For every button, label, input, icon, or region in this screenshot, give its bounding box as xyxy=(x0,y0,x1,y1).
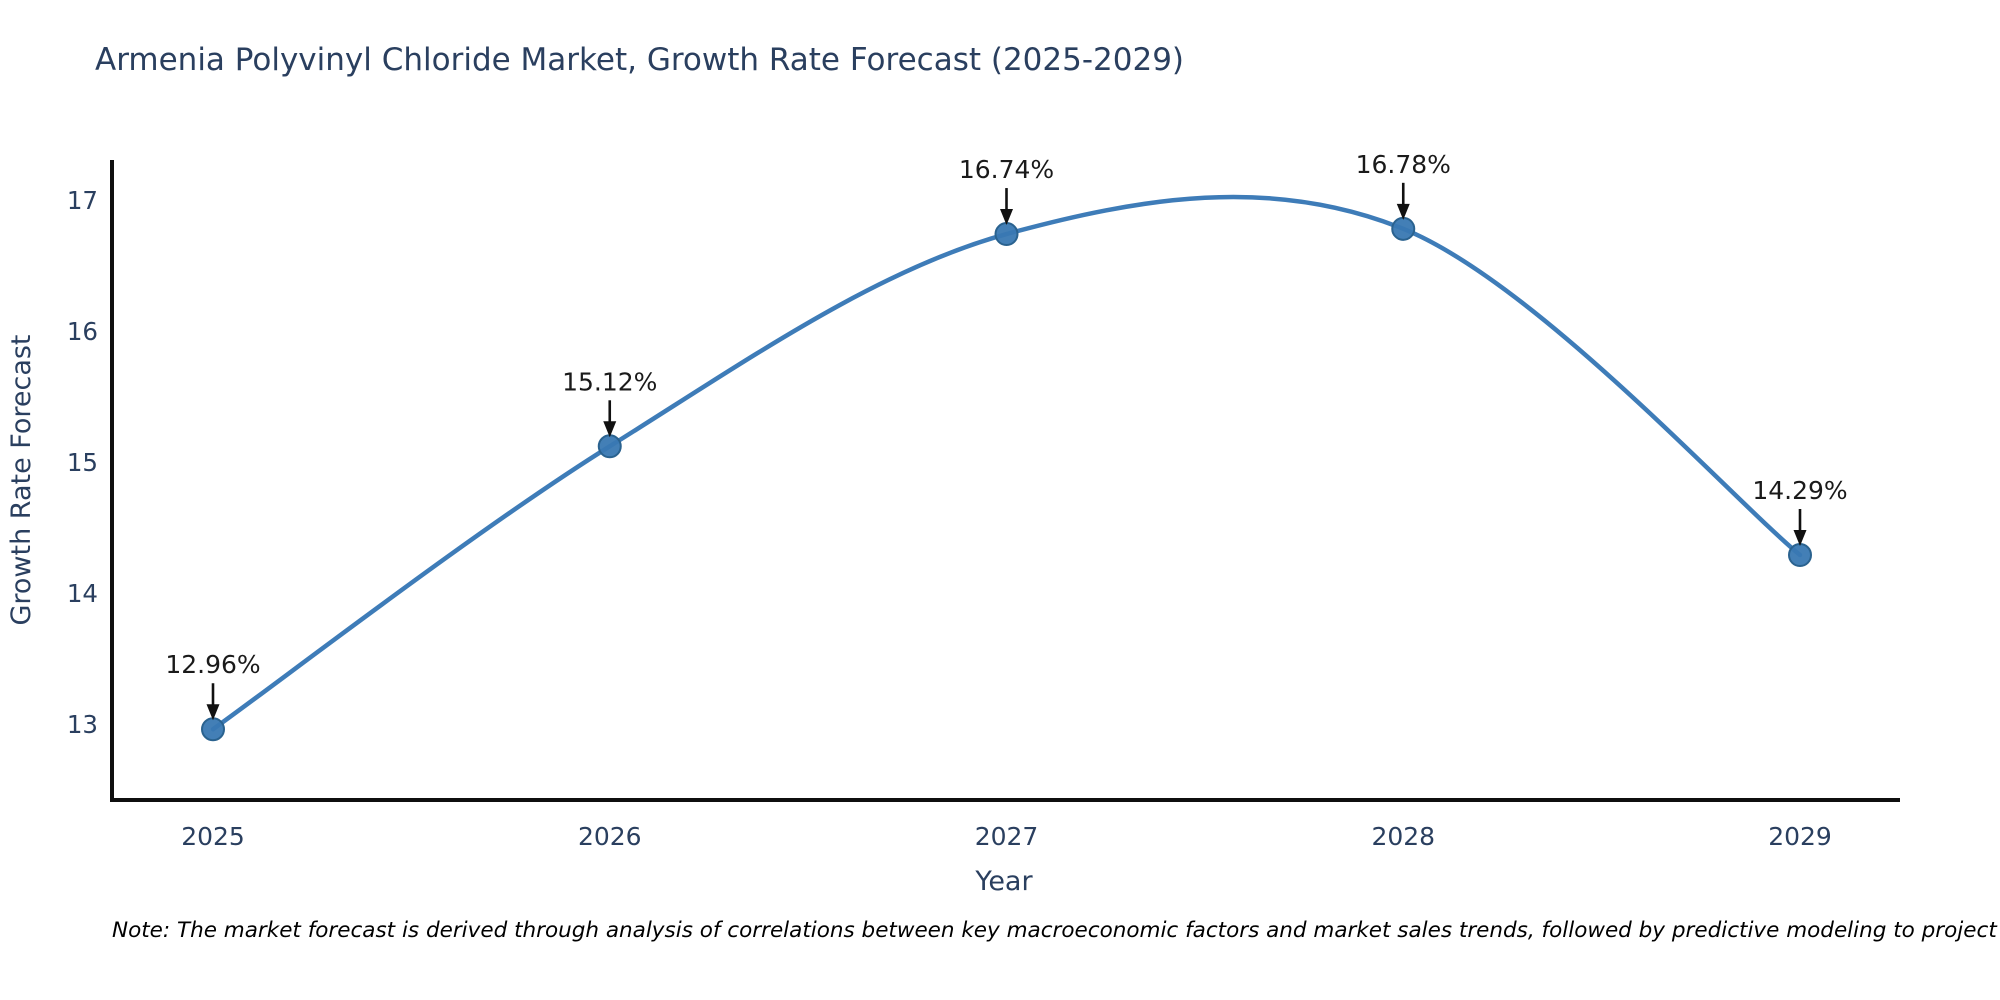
trend-line-series xyxy=(201,194,1812,742)
data-point-marker xyxy=(994,222,1019,247)
x-axis-label: Year xyxy=(974,866,1033,897)
annotation-arrowhead xyxy=(206,704,220,721)
y-axis-label: Growth Rate Forecast xyxy=(6,334,37,625)
chart-title: Armenia Polyvinyl Chloride Market, Growt… xyxy=(95,42,1184,78)
footnote: Note: The market forecast is derived thr… xyxy=(112,918,2000,943)
y-tick-label: 13 xyxy=(67,710,98,739)
point-annotations: 12.96% 15.12% 16.74% 16.78% 14.29% xyxy=(165,150,1848,721)
data-point-annotation: 16.78% xyxy=(1356,150,1451,179)
data-point-marker xyxy=(597,434,622,459)
y-tick-label: 17 xyxy=(67,186,98,215)
x-tick-label: 2028 xyxy=(1371,822,1435,851)
data-point-annotation: 16.74% xyxy=(959,155,1054,184)
x-tick-label: 2027 xyxy=(975,822,1039,851)
data-point-annotation: 14.29% xyxy=(1752,476,1847,505)
annotation-arrowhead xyxy=(1396,203,1410,220)
x-tick-label: 2025 xyxy=(181,822,245,851)
annotation-arrowhead xyxy=(1000,209,1013,226)
y-tick-label: 15 xyxy=(67,448,98,477)
trend-line xyxy=(210,194,1803,732)
y-tick-label: 14 xyxy=(67,579,98,608)
y-axis-ticks: 13 14 15 16 17 xyxy=(67,186,98,739)
data-point-marker xyxy=(1788,543,1812,568)
x-tick-label: 2029 xyxy=(1768,822,1832,851)
annotation-arrowhead xyxy=(1793,530,1807,547)
y-tick-label: 16 xyxy=(67,317,98,346)
annotation-arrowhead xyxy=(603,421,617,438)
data-point-annotation: 15.12% xyxy=(562,367,657,396)
data-point-marker xyxy=(201,717,225,742)
data-point-annotation: 12.96% xyxy=(165,650,260,679)
data-point-marker xyxy=(1391,216,1416,241)
x-tick-label: 2026 xyxy=(578,822,642,851)
x-axis-ticks: 2025 2026 2027 2028 2029 xyxy=(181,822,1832,851)
